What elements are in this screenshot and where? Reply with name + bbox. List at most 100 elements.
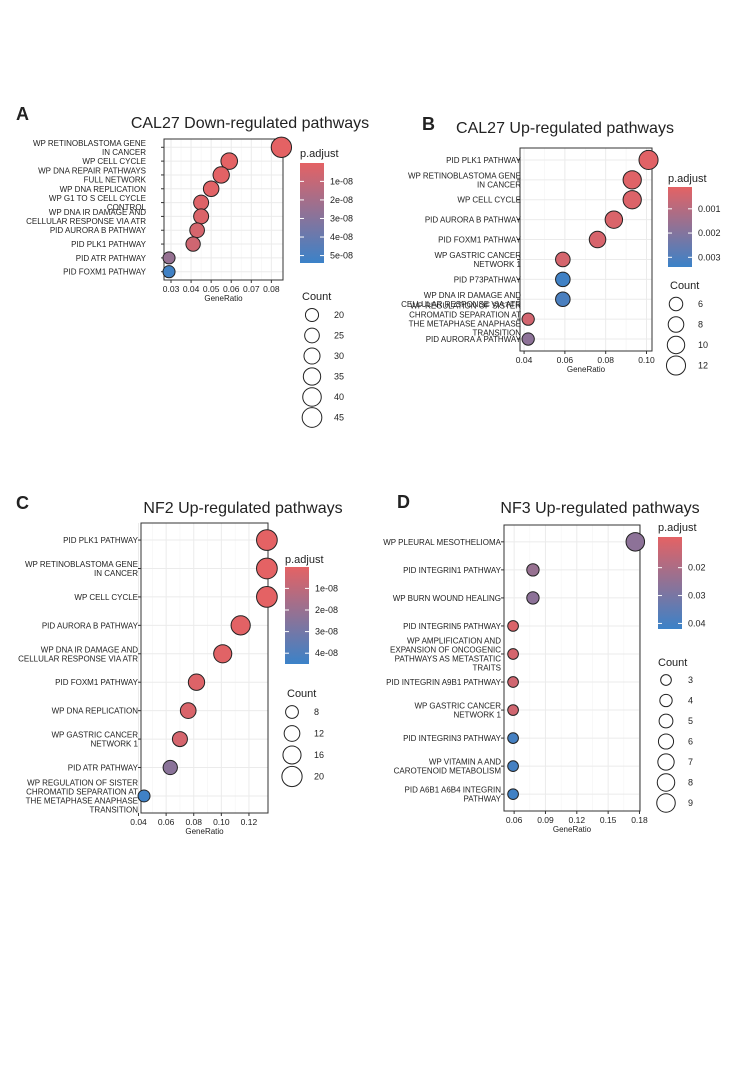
y-tick-label-line: WP REGULATION OF SISTER [27, 778, 138, 787]
data-point [625, 532, 646, 552]
data-point [507, 732, 519, 744]
size-legend-title: Count [670, 280, 699, 292]
y-tick-label: PID INTEGRIN A9B1 PATHWAY [386, 678, 502, 687]
data-point [588, 230, 607, 249]
panel-letter: D [397, 492, 410, 512]
size-legend-key [658, 713, 674, 729]
x-tick-label: 0.15 [600, 815, 617, 825]
size-legend-label: 8 [698, 320, 703, 330]
y-tick-label-line: PID P73PATHWAY [454, 275, 522, 284]
y-tick-label: WP CELL CYCLE [82, 157, 146, 166]
size-legend-title: Count [287, 688, 316, 700]
data-point [213, 644, 233, 664]
size-legend-key [302, 367, 322, 386]
y-tick-label-line: WP CELL CYCLE [82, 157, 146, 166]
colorbar [668, 187, 692, 267]
panel-c: C NF2 Up-regulated pathways 0.04 0.06 0.08 0.… [16, 493, 343, 836]
colorbar-tick-label: 0.002 [698, 228, 721, 238]
colorbar-tick-label: 3e-08 [330, 213, 353, 223]
data-point [507, 760, 519, 772]
x-tick-label: 0.07 [243, 284, 260, 294]
y-tick-label-line: TRANSITION [473, 329, 522, 338]
size-legend-label: 10 [698, 340, 708, 350]
size-legend-label: 8 [314, 707, 319, 717]
y-tick-label-line: IN CANCER [102, 148, 146, 157]
y-tick-label-line: WP CELL CYCLE [74, 593, 138, 602]
x-tick-label: 0.08 [263, 284, 280, 294]
x-tick-label: 0.08 [185, 817, 202, 827]
y-tick-label: WP DNA IR DAMAGE AND CELLULAR RESPONSE VI… [26, 208, 146, 226]
size-legend-label: 25 [334, 331, 344, 341]
y-tick-label-line: PID AURORA B PATHWAY [42, 621, 139, 630]
y-tick-label-line: TRAITS [473, 663, 501, 672]
data-point [193, 208, 210, 225]
colorbar-tick-label: 3e-08 [315, 627, 338, 637]
data-point [230, 615, 251, 636]
x-tick-label: 0.12 [241, 817, 258, 827]
x-tick-label: 0.06 [557, 355, 574, 365]
x-axis-label: GeneRatio [567, 365, 606, 374]
x-axis-label: GeneRatio [553, 825, 592, 834]
y-tick-label-line: WP RETINOBLASTOMA GENE [33, 139, 146, 148]
y-tick-label-line: CELLULAR RESPONSE VIA ATR [401, 300, 521, 309]
panel-title: CAL27 Down-regulated pathways [131, 115, 369, 132]
y-tick-label-line: TRANSITION [90, 805, 139, 814]
y-tick-label: WP DNA IR DAMAGE AND CELLULAR RESPONSE VI… [401, 291, 521, 309]
size-legend-key [660, 674, 672, 686]
size-legend-label: 40 [334, 392, 344, 402]
y-tick-label-line: PID ATR PATHWAY [68, 764, 139, 773]
y-tick-label-line: CHROMATID SEPARATION AT [409, 311, 521, 320]
data-point [189, 222, 205, 239]
size-legend-label: 6 [698, 299, 703, 309]
y-tick-label-line: WP RETINOBLASTOMA GENE [408, 171, 521, 180]
size-legend-label: 35 [334, 372, 344, 382]
y-tick-label: PID AURORA B PATHWAY [50, 226, 147, 235]
y-tick-label: WP RETINOBLASTOMA GENE IN CANCER [408, 171, 521, 189]
y-tick-label: PID PLK1 PATHWAY [446, 156, 521, 165]
y-tick-label-line: NETWORK 1 [473, 260, 521, 269]
colorbar-title: p.adjust [668, 173, 707, 185]
x-axis-label: GeneRatio [185, 827, 224, 836]
data-point [185, 236, 201, 252]
y-tick-label: WP GASTRIC CANCER NETWORK 1 [434, 251, 521, 269]
data-point [256, 586, 278, 608]
colorbar-tick-label: 0.04 [688, 618, 706, 628]
data-point [137, 789, 151, 803]
size-legend-key [304, 327, 320, 344]
y-tick-label: WP CELL CYCLE [457, 196, 521, 205]
y-tick-label-line: THE METAPHASE ANAPHASE [26, 796, 138, 805]
x-tick-label: 0.06 [158, 817, 175, 827]
size-legend-key [282, 745, 302, 765]
data-point [220, 152, 239, 170]
colorbar-tick-label: 4e-08 [330, 232, 353, 242]
data-point [521, 332, 535, 346]
colorbar [285, 567, 309, 664]
y-tick-label: PID INTEGRIN5 PATHWAY [403, 622, 502, 631]
x-tick-label: 0.05 [203, 284, 220, 294]
y-tick-label: WP REGULATION OF SISTER CHROMATID SEPARAT… [409, 302, 522, 338]
y-tick-label-line: CONTROL [107, 203, 147, 212]
y-tick-label: PID P73PATHWAY [454, 275, 522, 284]
panel-d: D NF3 Up-regulated pathways 0.06 0.09 0.12 0.… [383, 492, 705, 834]
x-tick-label: 0.12 [569, 815, 586, 825]
y-tick-label-line: PID FOXM1 PATHWAY [63, 268, 146, 277]
x-tick-label: 0.06 [223, 284, 240, 294]
colorbar-tick-label: 2e-08 [315, 605, 338, 615]
y-tick-label-line: IN CANCER [94, 569, 138, 578]
y-tick-label: WP REGULATION OF SISTER CHROMATID SEPARAT… [26, 778, 139, 814]
y-tick-label: PID INTEGRIN3 PATHWAY [403, 734, 502, 743]
data-point [507, 620, 519, 632]
size-legend-label: 4 [688, 696, 693, 706]
y-tick-label: PID FOXM1 PATHWAY [438, 236, 521, 245]
y-tick-label: WP VITAMIN A AND CAROTENOID METABOLISM [394, 758, 502, 776]
x-tick-label: 0.04 [130, 817, 147, 827]
size-legend-title: Count [302, 291, 331, 303]
size-legend-label: 16 [314, 750, 324, 760]
y-tick-label: WP G1 TO S CELL CYCLE CONTROL [49, 194, 147, 212]
size-legend-key [657, 753, 675, 771]
data-point [171, 731, 188, 748]
size-legend-key [301, 407, 323, 428]
size-legend-label: 20 [334, 310, 344, 320]
x-tick-label: 0.18 [631, 815, 648, 825]
